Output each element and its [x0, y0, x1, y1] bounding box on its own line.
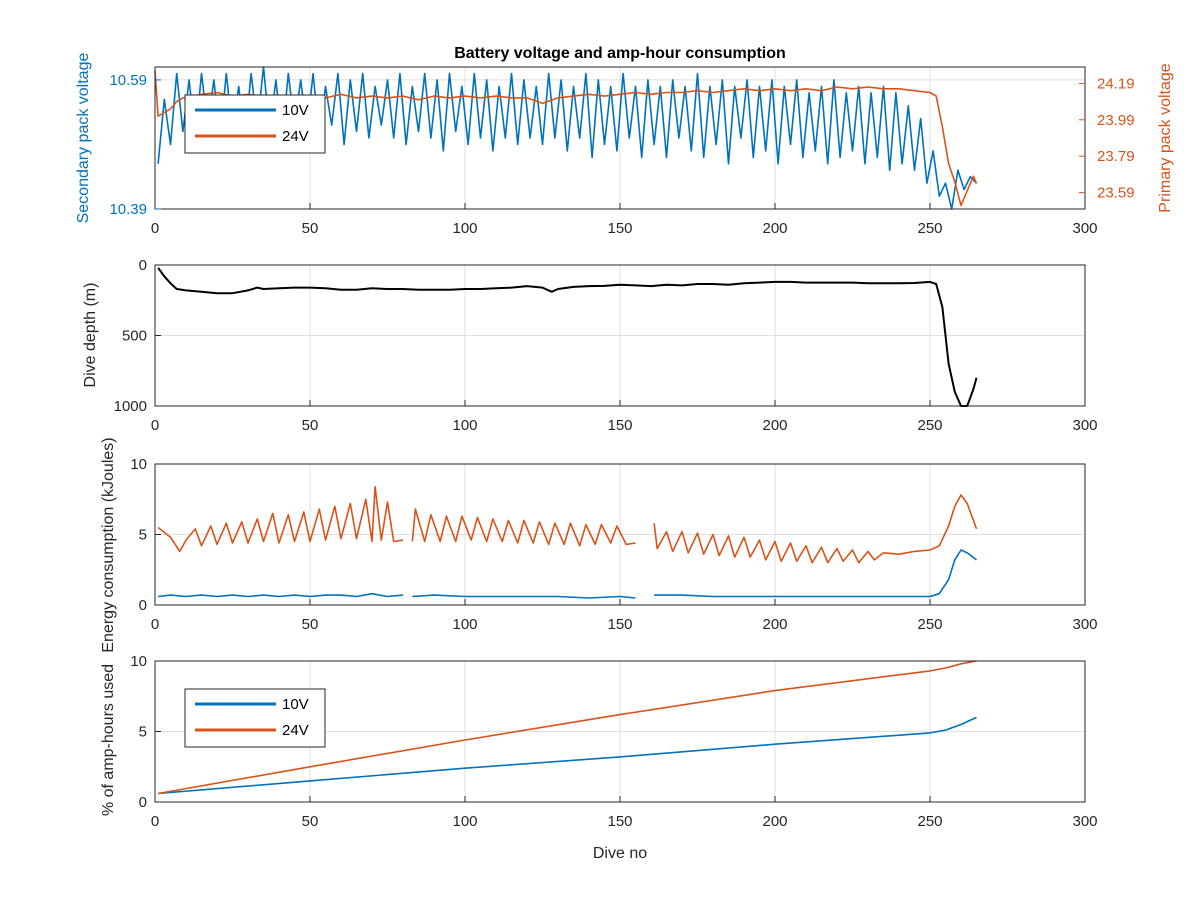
x-tick-label: 300 — [1072, 220, 1097, 237]
x-tick-label: 300 — [1072, 616, 1097, 633]
panel-amp-hours: 0 50 100 150 200 250 300 0 5 10 % of amp-hours u… — [100, 653, 1098, 862]
y-tick-label: 0 — [139, 257, 147, 274]
legend-4: 10V 24V — [184, 688, 326, 748]
xticks-3: 0 50 100 150 200 250 300 — [151, 599, 1098, 633]
y-tick-label: 0 — [139, 794, 147, 811]
series-line-10v — [158, 592, 404, 598]
yticks-2: 0 500 1000 — [114, 257, 161, 415]
x-tick-label: 150 — [607, 616, 632, 633]
y-tick-label: 0 — [139, 597, 147, 614]
x-tick-label: 250 — [917, 616, 942, 633]
series-line-10v — [654, 549, 977, 598]
y-axis-label-right-1: Primary pack voltage — [1157, 63, 1174, 212]
y-tick-label: 500 — [122, 328, 147, 345]
x-tick-label: 300 — [1072, 813, 1097, 830]
series-line-24v — [411, 508, 636, 547]
yticks-4: 0 5 10 — [130, 653, 161, 811]
x-tick-label: 100 — [452, 417, 477, 434]
legend-label-24v-4: 24V — [282, 722, 309, 739]
series-line-depth — [157, 267, 978, 407]
xticks-4: 0 50 100 150 200 250 300 — [151, 796, 1098, 830]
legend-label-24v-1: 24V — [282, 128, 309, 145]
y-right-tick-label: 24.19 — [1097, 75, 1135, 92]
series-4 — [157, 660, 977, 795]
x-tick-label: 50 — [302, 616, 319, 633]
x-tick-label: 200 — [762, 417, 787, 434]
series-line-10v — [412, 594, 636, 599]
x-tick-label: 250 — [917, 220, 942, 237]
x-tick-label: 200 — [762, 616, 787, 633]
panel-depth: 0 50 100 150 200 250 300 0 500 1000 Dive depth (… — [82, 257, 1098, 434]
y-right-tick-label: 23.59 — [1097, 185, 1135, 202]
panel-energy: 0 50 100 150 200 250 300 0 5 10 Energy consumpti… — [100, 437, 1098, 652]
series-2 — [157, 267, 978, 407]
x-tick-label: 50 — [302, 417, 319, 434]
x-tick-label: 50 — [302, 220, 319, 237]
x-tick-label: 0 — [151, 813, 159, 830]
x-tick-label: 300 — [1072, 417, 1097, 434]
y-tick-label: 10.59 — [109, 72, 147, 89]
x-tick-label: 100 — [452, 616, 477, 633]
y-tick-label: 1000 — [114, 398, 147, 415]
y-tick-label: 10 — [130, 456, 147, 473]
y-tick-label: 10.39 — [109, 201, 147, 218]
x-tick-label: 150 — [607, 417, 632, 434]
series-line-10v — [158, 716, 977, 795]
y-right-tick-label: 23.99 — [1097, 112, 1135, 129]
chart-title: Battery voltage and amp-hour consumption — [454, 45, 786, 62]
y-axis-label-1: Secondary pack voltage — [75, 53, 92, 224]
legend-label-10v-1: 10V — [282, 102, 309, 119]
x-tick-label: 0 — [151, 616, 159, 633]
x-axis-label-4: Dive no — [593, 845, 647, 862]
y-axis-label-3: Energy consumption (kJoules) — [100, 437, 117, 652]
y-axis-label-2: Dive depth (m) — [82, 283, 99, 388]
series-line-24v — [157, 660, 977, 795]
legend-box-1 — [184, 94, 326, 154]
x-tick-label: 100 — [452, 813, 477, 830]
y-tick-label: 10 — [130, 653, 147, 670]
x-tick-label: 200 — [762, 220, 787, 237]
x-tick-label: 250 — [917, 813, 942, 830]
x-tick-label: 150 — [607, 813, 632, 830]
legend-box-4 — [184, 688, 326, 748]
series-line-24v — [157, 485, 404, 553]
y-tick-label: 5 — [139, 527, 147, 544]
yticks-1: 10.39 10.59 — [109, 72, 161, 218]
xticks-1: 0 50 100 150 200 250 300 — [151, 203, 1098, 237]
x-tick-label: 0 — [151, 220, 159, 237]
xticks-2: 0 50 100 150 200 250 300 — [151, 400, 1098, 434]
y-tick-label: 5 — [139, 724, 147, 741]
x-tick-label: 150 — [607, 220, 632, 237]
x-tick-label: 200 — [762, 813, 787, 830]
series-line-24v — [653, 494, 978, 564]
panel-voltage: 0 50 100 150 200 250 300 10.39 10.59 23.59 23.79… — [75, 45, 1174, 237]
x-tick-label: 0 — [151, 417, 159, 434]
yticks-right-1: 23.59 23.79 23.99 24.19 — [1079, 75, 1135, 202]
y-right-tick-label: 23.79 — [1097, 148, 1135, 165]
x-tick-label: 100 — [452, 220, 477, 237]
legend-1: 10V 24V — [184, 94, 326, 154]
series-3 — [157, 485, 978, 599]
legend-label-10v-4: 10V — [282, 696, 309, 713]
yticks-3: 0 5 10 — [130, 456, 161, 614]
y-axis-label-4: % of amp-hours used — [100, 664, 117, 816]
x-tick-label: 50 — [302, 813, 319, 830]
x-tick-label: 250 — [917, 417, 942, 434]
